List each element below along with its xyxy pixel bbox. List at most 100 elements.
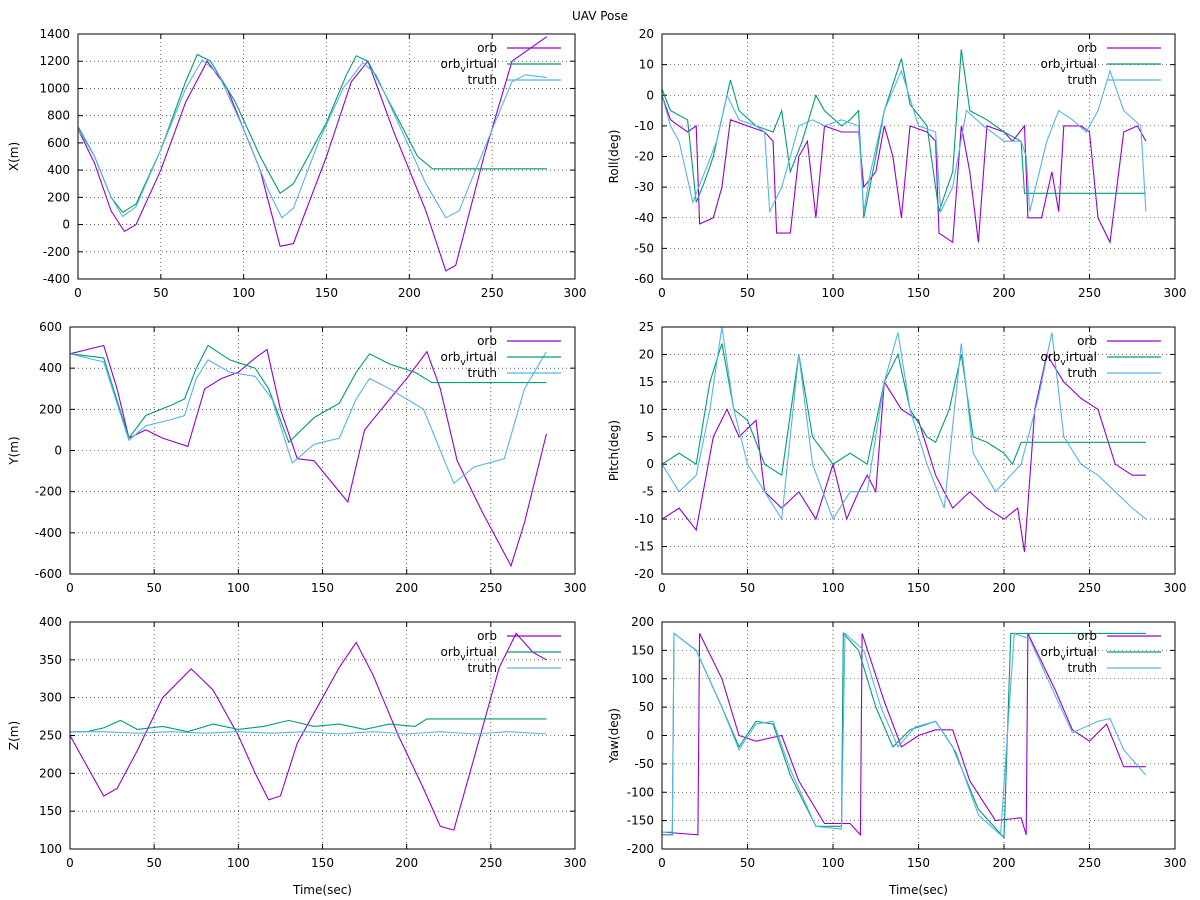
y-tick-label: 0 [646,88,654,102]
x-axis-label: Time(sec) [292,883,352,897]
y-tick-label: 10 [639,402,654,416]
y-tick-label: -200 [43,245,70,259]
y-tick-label: -10 [634,119,654,133]
y-tick-label: 200 [39,766,62,780]
legend-label-orb: orb [1077,41,1097,55]
x-tick-label: 0 [658,581,666,595]
x-tick-label: 100 [227,581,250,595]
legend-label-orb-virtual: orbvirtual [441,645,498,663]
y-tick-label: -200 [627,842,654,856]
x-tick-label: 200 [993,856,1016,870]
series-line-truth [78,59,547,219]
x-tick-label: 150 [907,856,930,870]
y-tick-label: 800 [47,109,70,123]
x-tick-label: 150 [907,581,930,595]
x-tick-label: 200 [993,581,1016,595]
y-tick-label: 200 [39,402,62,416]
legend-label-orb: orb [477,41,497,55]
x-tick-label: 300 [564,856,587,870]
x-tick-label: 250 [481,286,504,300]
x-tick-label: 50 [153,286,168,300]
figure-title: UAV Pose [571,9,629,23]
y-tick-label: -10 [634,512,654,526]
x-tick-label: 50 [147,856,162,870]
y-tick-label: 200 [47,190,70,204]
y-axis-label: X(m) [7,142,21,171]
x-tick-label: 250 [1078,286,1101,300]
x-axis-label: Time(sec) [888,883,948,897]
legend-label-truth: truth [467,661,497,675]
x-tick-label: 200 [993,286,1016,300]
y-tick-label: 1400 [39,27,70,41]
x-tick-label: 250 [1078,581,1101,595]
series-line-truth [70,731,547,735]
y-tick-label: 15 [639,375,654,389]
grid-lines [70,622,575,849]
y-axis-label: Z(m) [7,721,21,750]
series-line-truth [662,69,1147,214]
y-tick-label: 200 [631,615,654,629]
y-tick-label: 350 [39,653,62,667]
x-tick-label: 50 [740,856,755,870]
y-tick-label: -150 [627,814,654,828]
x-tick-label: 100 [822,856,845,870]
x-tick-label: 200 [395,581,418,595]
y-tick-label: 20 [639,347,654,361]
y-tick-label: 300 [39,691,62,705]
y-tick-label: 0 [54,444,62,458]
chart-yaw: 0 50 100 150 200 250 300 -200 -150 -100 -50 0 50 100 1… [607,615,1186,897]
legend-label-truth: truth [1067,661,1097,675]
series-line-orb [662,95,1147,245]
x-tick-label: 150 [311,856,334,870]
y-tick-label: 25 [639,320,654,334]
plot-frame [661,326,1176,575]
x-tick-label: 200 [395,856,418,870]
x-tick-label: 300 [1164,286,1187,300]
x-tick-label: 100 [227,856,250,870]
y-tick-label: -400 [35,526,62,540]
y-tick-label: 100 [39,842,62,856]
y-tick-label: 5 [646,430,654,444]
x-tick-label: 0 [658,286,666,300]
plot-frame [661,621,1176,850]
grid-lines [78,34,575,279]
y-tick-label: 10 [639,58,654,72]
plot-frame [661,33,1176,280]
y-tick-label: 0 [62,218,70,232]
plot-frame [69,326,576,575]
legend-label-orb: orb [1077,334,1097,348]
y-tick-label: -400 [43,272,70,286]
y-tick-label: 400 [39,615,62,629]
legend-label-orb-virtual: orbvirtual [1041,57,1098,75]
y-tick-label: -100 [627,785,654,799]
legend-label-orb-virtual: orbvirtual [1041,350,1098,368]
y-axis-label: Pitch(deg) [607,420,621,481]
series-line-truth [662,327,1147,521]
series-line-orb-virtual [662,343,1146,477]
plot-frame [77,33,576,280]
y-tick-label: 1200 [39,54,70,68]
y-tick-label: 150 [631,643,654,657]
y-tick-label: 600 [39,320,62,334]
x-tick-label: 0 [66,856,74,870]
y-tick-label: 600 [47,136,70,150]
series-line-orb-virtual [70,718,547,733]
y-tick-label: -40 [634,211,654,225]
legend-label-orb-virtual: orbvirtual [1041,645,1098,663]
series-line-orb-virtual [70,344,547,444]
x-tick-label: 150 [907,286,930,300]
y-tick-label: -20 [634,150,654,164]
x-tick-label: 0 [658,856,666,870]
x-tick-label: 50 [740,286,755,300]
y-tick-label: -600 [35,567,62,581]
x-tick-label: 0 [74,286,82,300]
legend-label-truth: truth [1067,366,1097,380]
y-tick-label: -50 [634,757,654,771]
legend-label-orb-virtual: orbvirtual [441,350,498,368]
x-tick-label: 150 [311,581,334,595]
